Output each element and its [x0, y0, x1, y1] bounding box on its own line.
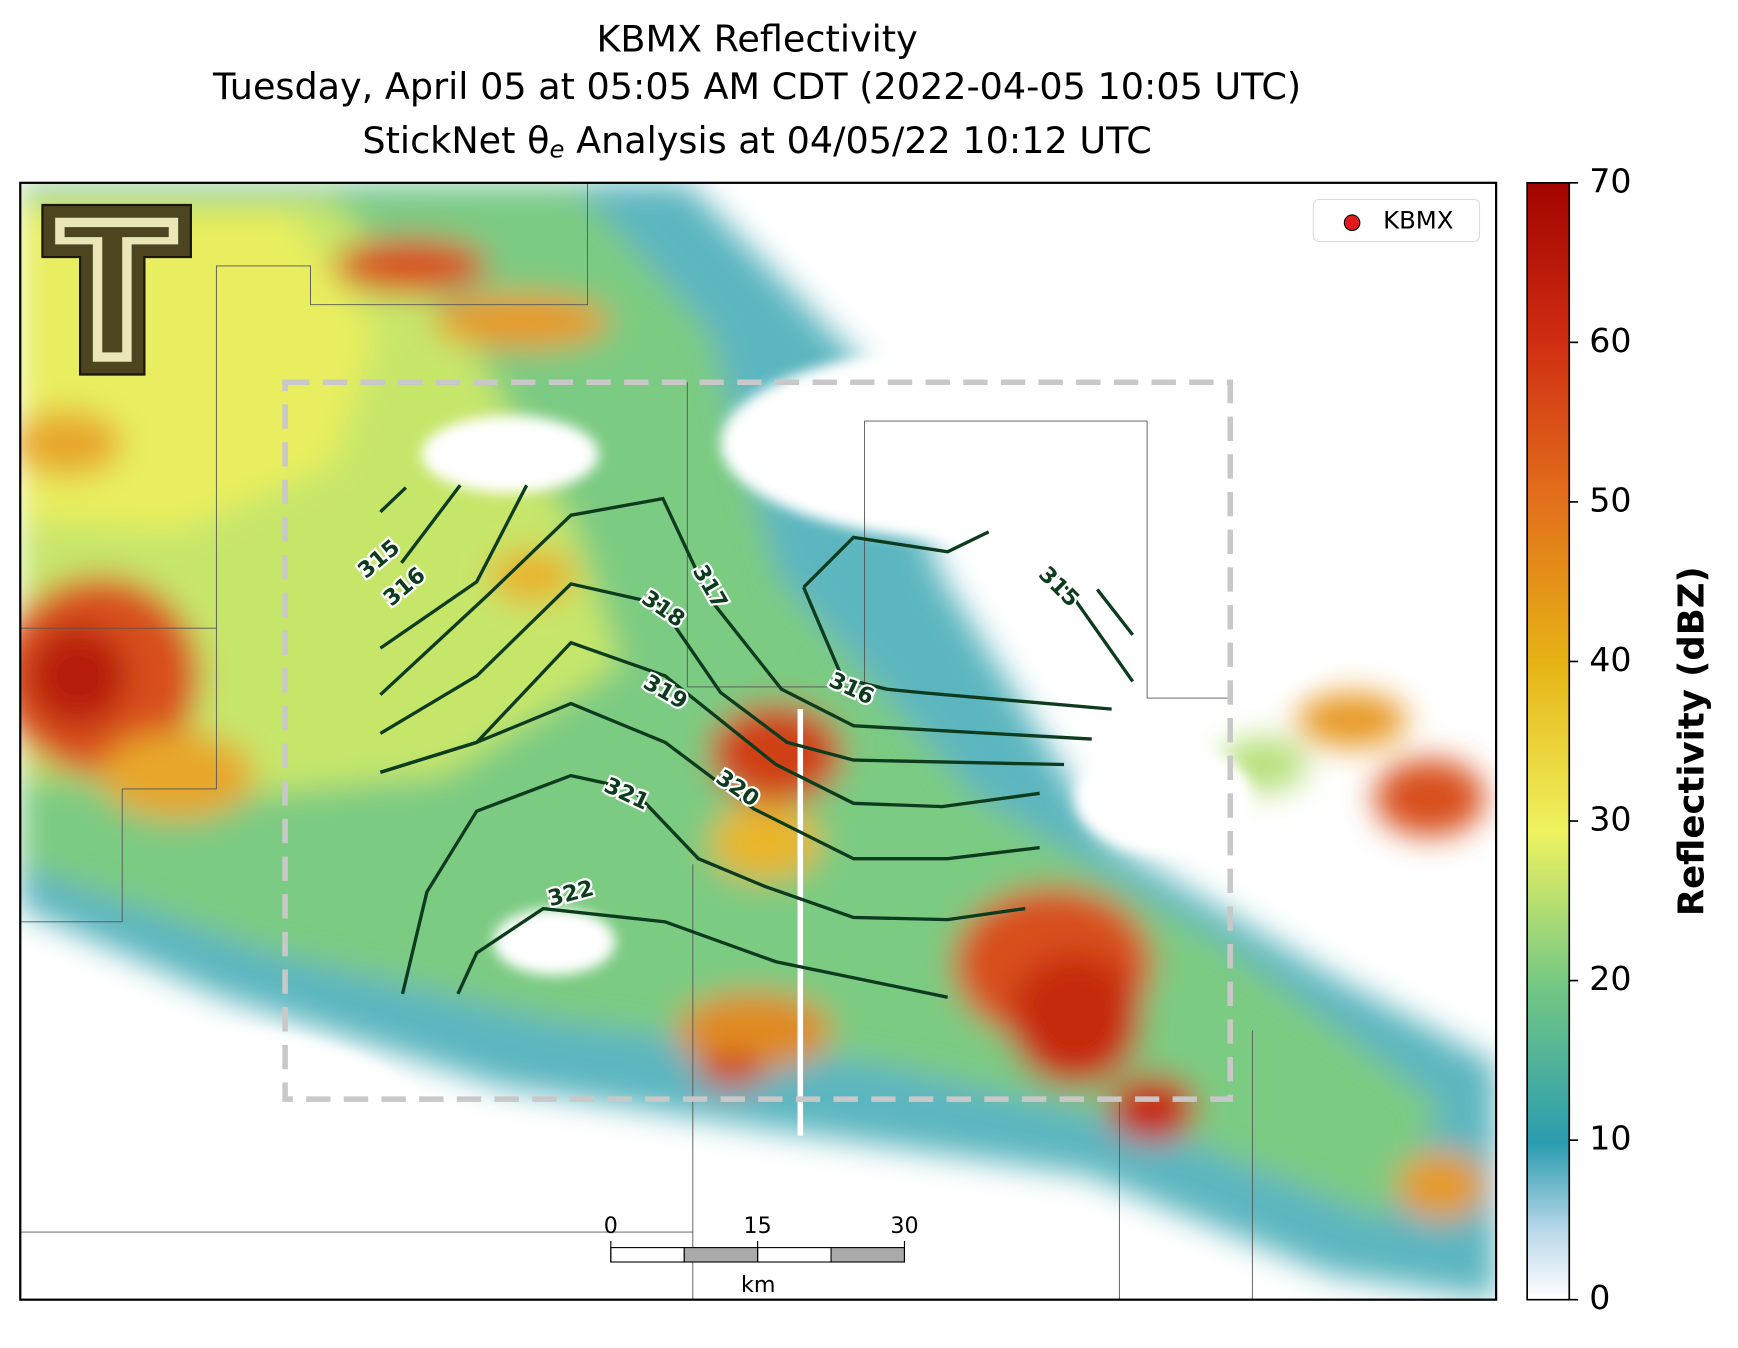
- analysis-subscript: e: [549, 135, 564, 164]
- colorbar-tick-label: 50: [1589, 480, 1631, 519]
- scale-tick-label: 30: [890, 1213, 918, 1239]
- colorbar: Reflectivity (dBZ) 0 10 20 30 40 50 60 70: [1526, 161, 1712, 1317]
- scale-bar: km 0 15 30: [604, 1213, 919, 1298]
- analysis-title: StickNet θe Analysis at 04/05/22 10:12 U…: [362, 118, 1151, 163]
- radar-gaps: [20, 343, 1353, 1286]
- map: [20, 182, 1497, 1300]
- colorbar-tick-label: 60: [1589, 321, 1631, 360]
- scale-unit: km: [741, 1272, 775, 1298]
- colorbar-tick-label: 10: [1589, 1119, 1631, 1158]
- colorbar-tick-label: 40: [1589, 640, 1631, 679]
- county-lines: [20, 182, 1253, 1300]
- colorbar-label: Reflectivity (dBZ): [1671, 566, 1712, 916]
- scale-tick-label: 0: [604, 1213, 618, 1239]
- analysis-suffix: Analysis at 04/05/22 10:12 UTC: [564, 118, 1151, 161]
- scale-segment: [757, 1247, 832, 1263]
- colorbar-tick-label: 20: [1589, 959, 1631, 998]
- map-frame: [19, 181, 1498, 1301]
- radar-field: [20, 182, 1497, 1300]
- scale-segment: [610, 1247, 685, 1263]
- scale-tick-label: 15: [744, 1213, 772, 1239]
- scale-segment: [683, 1247, 759, 1263]
- legend: KBMX: [1312, 198, 1481, 243]
- subtitle: Tuesday, April 05 at 05:05 AM CDT (2022-…: [212, 65, 1301, 108]
- analysis-domain: [282, 379, 1233, 1102]
- analysis-prefix: StickNet θ: [362, 118, 549, 161]
- colorbar-tick-label: 70: [1589, 161, 1631, 200]
- legend-box: [1312, 198, 1481, 243]
- colorbar-tick-label: 0: [1589, 1278, 1610, 1317]
- scale-segment: [830, 1247, 906, 1263]
- colorbar-ramp: [1526, 181, 1571, 1301]
- theta-e-contours: [379, 484, 1135, 999]
- legend-label: KBMX: [1383, 206, 1453, 235]
- colorbar-tick-label: 30: [1589, 800, 1631, 839]
- university-logo: [41, 203, 193, 376]
- title: KBMX Reflectivity: [596, 17, 917, 60]
- legend-marker: [1343, 214, 1361, 232]
